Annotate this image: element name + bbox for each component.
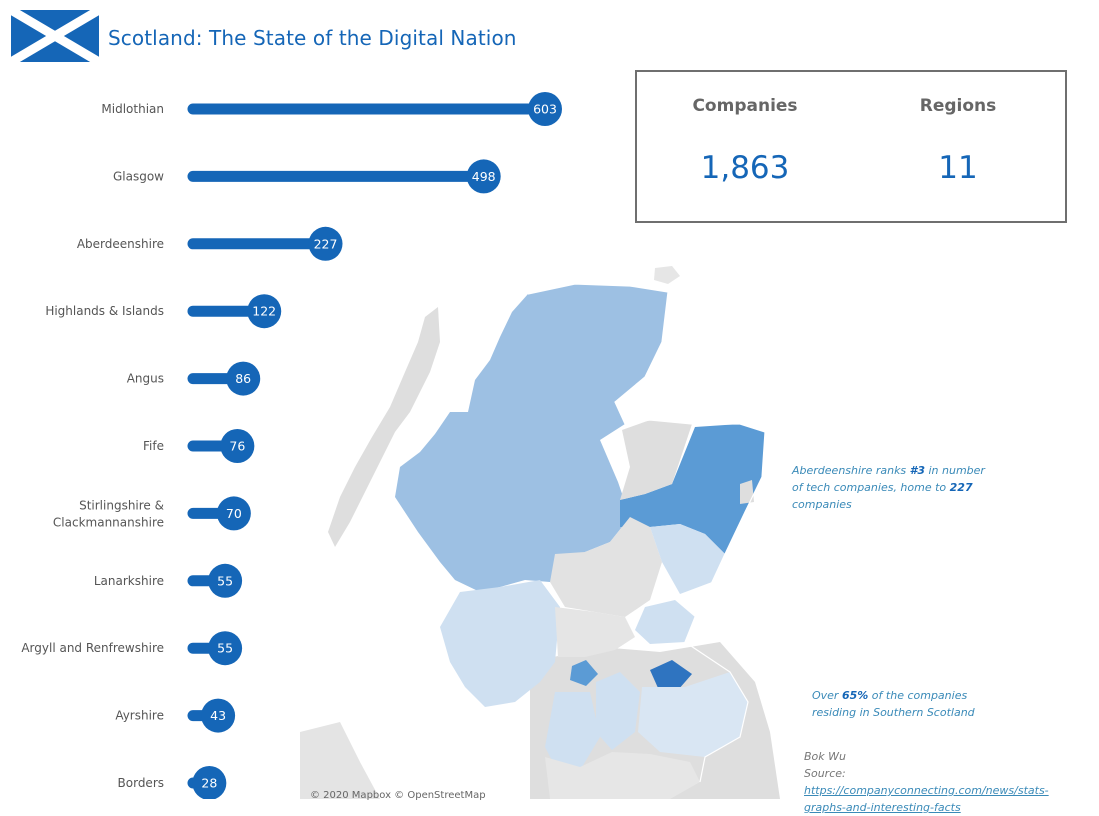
scotland-flag-icon <box>11 10 99 62</box>
bar-end-marker[interactable] <box>528 92 562 126</box>
bar-end-marker[interactable] <box>201 698 236 733</box>
data-label: 55 <box>217 573 233 588</box>
category-label: Ayrshire <box>115 709 164 723</box>
category-label: Stirlingshire & Clackmannanshire <box>53 498 164 529</box>
scotland-choropleth-map[interactable] <box>300 262 800 799</box>
kpi-companies-value: 1,863 <box>700 150 790 186</box>
category-label: Fife <box>143 439 164 453</box>
kpi-regions: Regions 11 <box>868 72 1048 186</box>
map-region-aberdeen-city[interactable] <box>740 480 754 504</box>
category-label: Midlothian <box>101 102 164 116</box>
map-coastline <box>527 283 766 783</box>
source-credit: Bok Wu Source: https://companyconnecting… <box>804 748 1084 816</box>
source-label: Source: <box>804 767 846 780</box>
kpi-panel: Companies 1,863 Regions 11 <box>635 70 1067 223</box>
map-region-argyll[interactable] <box>440 580 560 707</box>
data-label: 28 <box>201 776 217 791</box>
source-link[interactable]: https://companyconnecting.com/news/stats… <box>804 784 1049 814</box>
data-label: 603 <box>533 102 557 117</box>
category-label: Aberdeenshire <box>77 237 164 251</box>
map-land-background <box>300 722 380 799</box>
data-label: 227 <box>314 236 338 251</box>
map-region-ayrshire[interactable] <box>545 692 600 772</box>
category-label: Highlands & Islands <box>45 304 164 318</box>
map-region-glasgow[interactable] <box>570 660 598 686</box>
bar-end-marker[interactable] <box>208 631 243 666</box>
map-region-midlothian[interactable] <box>650 660 692 690</box>
map-region-borders[interactable] <box>638 672 748 757</box>
map-region-aberdeenshire[interactable] <box>620 424 765 554</box>
bar-end-marker[interactable] <box>220 429 255 463</box>
map-region-perth-kinross[interactable] <box>550 517 662 617</box>
bar-end-marker[interactable] <box>308 226 343 261</box>
data-label: 76 <box>229 439 245 454</box>
annotation-text: of the companies residing in Southern Sc… <box>812 689 975 719</box>
map-region-dumfries-galloway[interactable] <box>545 752 700 799</box>
data-label: 55 <box>217 641 233 656</box>
data-label: 498 <box>472 169 496 184</box>
map-region-lanarkshire[interactable] <box>596 672 640 750</box>
annotation-text: Over <box>812 689 842 702</box>
bar-end-marker[interactable] <box>247 294 282 329</box>
annotation-text: companies <box>792 498 852 511</box>
map-region-orkney[interactable] <box>654 266 680 284</box>
map-region-outer-hebrides[interactable] <box>328 307 440 547</box>
map-region-angus[interactable] <box>650 524 725 594</box>
category-label: Argyll and Renfrewshire <box>21 641 164 655</box>
kpi-companies-label: Companies <box>692 96 798 116</box>
annotation-text: in number of tech companies, home to <box>792 464 985 494</box>
bar-end-marker[interactable] <box>226 361 261 396</box>
kpi-regions-value: 11 <box>938 150 978 186</box>
annotation-rank: #3 <box>909 464 925 477</box>
category-label: Glasgow <box>113 169 164 183</box>
map-credit: © 2020 Mapbox © OpenStreetMap <box>310 790 486 801</box>
map-region-highlands-islands[interactable] <box>395 284 668 592</box>
map-region-stirlingshire[interactable] <box>555 607 635 657</box>
annotation-text: Aberdeenshire ranks <box>792 464 910 477</box>
southern-scotland-annotation: Over 65% of the companies residing in So… <box>812 687 992 721</box>
lollipop-bar-chart: Midlothian 603 Glasgow 498 Aberdeenshire 227 H… <box>21 92 562 799</box>
aberdeenshire-annotation: Aberdeenshire ranks #3 in number of tech… <box>792 462 992 513</box>
data-label: 70 <box>226 506 242 521</box>
kpi-regions-label: Regions <box>919 96 997 116</box>
bar-end-marker[interactable] <box>216 496 251 531</box>
category-label: Borders <box>118 776 164 790</box>
category-label: Angus <box>127 372 164 386</box>
bar-end-marker[interactable] <box>466 159 501 194</box>
kpi-companies: Companies 1,863 <box>655 72 835 186</box>
category-label: Lanarkshire <box>94 574 164 588</box>
map-region-moray[interactable] <box>620 420 692 500</box>
data-label: 122 <box>252 304 276 319</box>
data-label: 43 <box>210 708 226 723</box>
map-region-fife[interactable] <box>635 600 695 644</box>
annotation-percent: 65% <box>841 689 869 702</box>
author-name: Bok Wu <box>804 750 846 763</box>
page-title: Scotland: The State of the Digital Natio… <box>108 26 517 50</box>
data-label: 86 <box>235 371 251 386</box>
bar-end-marker[interactable] <box>192 766 227 799</box>
bar-end-marker[interactable] <box>208 563 243 598</box>
annotation-count: 227 <box>949 481 973 494</box>
